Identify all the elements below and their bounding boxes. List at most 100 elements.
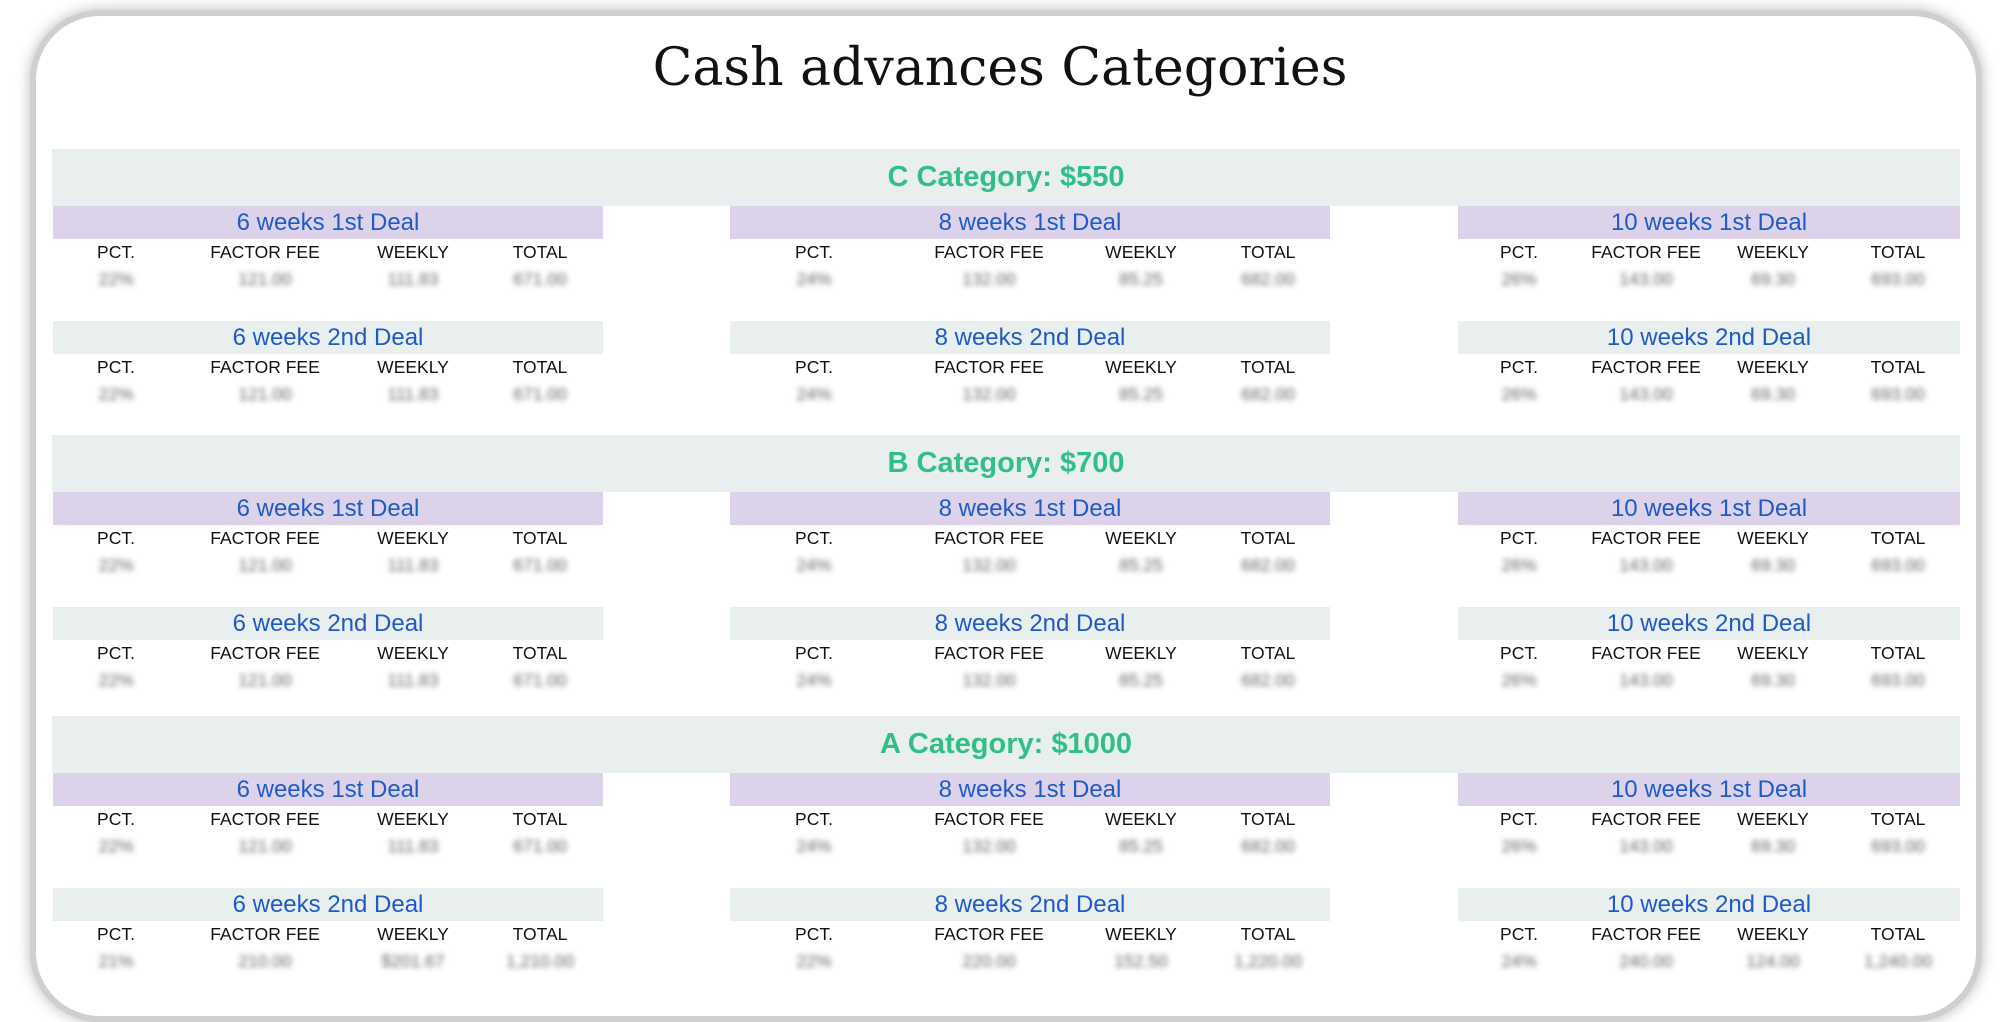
pct-value: 21% bbox=[98, 951, 134, 971]
weekly-label: WEEKLY bbox=[377, 809, 449, 829]
factor-fee-label: FACTOR FEE bbox=[210, 643, 320, 663]
total-label: TOTAL bbox=[1240, 643, 1296, 663]
pct-value: 26% bbox=[1501, 836, 1537, 856]
factor-fee-value: 143.00 bbox=[1619, 269, 1673, 289]
weekly-value: 111.83 bbox=[387, 836, 439, 856]
total-value: 682.00 bbox=[1241, 555, 1295, 575]
factor-fee-label: FACTOR FEE bbox=[210, 357, 320, 377]
weekly-value: 85.25 bbox=[1119, 555, 1163, 575]
total-value: 671.00 bbox=[513, 384, 567, 404]
deal-title: 6 weeks 2nd Deal bbox=[53, 607, 603, 640]
pct-label: PCT. bbox=[97, 357, 135, 377]
pct-label: PCT. bbox=[795, 924, 833, 944]
factor-fee-label: FACTOR FEE bbox=[934, 242, 1044, 262]
factor-fee-value: 121.00 bbox=[238, 269, 292, 289]
weekly-label: WEEKLY bbox=[377, 643, 449, 663]
deal-title: 6 weeks 2nd Deal bbox=[53, 888, 603, 921]
weekly-value: 85.25 bbox=[1119, 269, 1163, 289]
weekly-label: WEEKLY bbox=[377, 924, 449, 944]
total-value: 693.00 bbox=[1871, 555, 1925, 575]
weekly-label: WEEKLY bbox=[1737, 242, 1809, 262]
factor-fee-value: 121.00 bbox=[238, 555, 292, 575]
weekly-value: 111.83 bbox=[387, 269, 439, 289]
total-label: TOTAL bbox=[512, 643, 568, 663]
factor-fee-label: FACTOR FEE bbox=[1591, 357, 1701, 377]
pct-label: PCT. bbox=[1500, 643, 1538, 663]
pct-label: PCT. bbox=[795, 357, 833, 377]
deal-title: 6 weeks 1st Deal bbox=[53, 492, 603, 525]
factor-fee-value: 121.00 bbox=[238, 836, 292, 856]
factor-fee-label: FACTOR FEE bbox=[210, 242, 320, 262]
total-label: TOTAL bbox=[1870, 924, 1926, 944]
total-label: TOTAL bbox=[1870, 528, 1926, 548]
deal-title: 10 weeks 2nd Deal bbox=[1458, 888, 1960, 921]
deal-title: 8 weeks 2nd Deal bbox=[730, 321, 1330, 354]
total-label: TOTAL bbox=[1240, 528, 1296, 548]
pct-label: PCT. bbox=[97, 242, 135, 262]
total-label: TOTAL bbox=[512, 924, 568, 944]
factor-fee-label: FACTOR FEE bbox=[934, 357, 1044, 377]
pct-value: 26% bbox=[1501, 269, 1537, 289]
total-value: 682.00 bbox=[1241, 670, 1295, 690]
total-label: TOTAL bbox=[1870, 357, 1926, 377]
weekly-label: WEEKLY bbox=[1105, 528, 1177, 548]
pct-label: PCT. bbox=[795, 643, 833, 663]
pct-value: 22% bbox=[796, 951, 832, 971]
factor-fee-value: 220.00 bbox=[962, 951, 1016, 971]
deal-title: 8 weeks 1st Deal bbox=[730, 206, 1330, 239]
factor-fee-value: 132.00 bbox=[962, 384, 1016, 404]
factor-fee-value: 132.00 bbox=[962, 269, 1016, 289]
factor-fee-label: FACTOR FEE bbox=[934, 643, 1044, 663]
weekly-label: WEEKLY bbox=[1105, 643, 1177, 663]
pct-label: PCT. bbox=[795, 528, 833, 548]
weekly-label: WEEKLY bbox=[1737, 809, 1809, 829]
weekly-label: WEEKLY bbox=[1105, 924, 1177, 944]
deal-title: 6 weeks 1st Deal bbox=[53, 773, 603, 806]
total-value: 671.00 bbox=[513, 555, 567, 575]
pct-label: PCT. bbox=[1500, 528, 1538, 548]
pct-label: PCT. bbox=[97, 809, 135, 829]
deal-title: 10 weeks 2nd Deal bbox=[1458, 607, 1960, 640]
total-value: 1,210.00 bbox=[505, 951, 575, 971]
deal-title: 10 weeks 2nd Deal bbox=[1458, 321, 1960, 354]
factor-fee-label: FACTOR FEE bbox=[1591, 528, 1701, 548]
pct-label: PCT. bbox=[795, 242, 833, 262]
pct-value: 22% bbox=[98, 555, 134, 575]
factor-fee-label: FACTOR FEE bbox=[1591, 809, 1701, 829]
weekly-value: 69.30 bbox=[1751, 269, 1795, 289]
deal-title: 10 weeks 1st Deal bbox=[1458, 773, 1960, 806]
weekly-value: $201.67 bbox=[381, 951, 445, 971]
factor-fee-label: FACTOR FEE bbox=[934, 528, 1044, 548]
b-category-header: B Category: $700 bbox=[52, 435, 1960, 492]
deal-title: 10 weeks 1st Deal bbox=[1458, 206, 1960, 239]
pct-label: PCT. bbox=[1500, 809, 1538, 829]
pct-value: 26% bbox=[1501, 384, 1537, 404]
pct-value: 24% bbox=[796, 269, 832, 289]
total-value: 671.00 bbox=[513, 836, 567, 856]
total-label: TOTAL bbox=[1240, 809, 1296, 829]
weekly-label: WEEKLY bbox=[1105, 242, 1177, 262]
factor-fee-value: 143.00 bbox=[1619, 836, 1673, 856]
factor-fee-value: 143.00 bbox=[1619, 555, 1673, 575]
factor-fee-label: FACTOR FEE bbox=[210, 809, 320, 829]
pct-label: PCT. bbox=[97, 528, 135, 548]
total-value: 671.00 bbox=[513, 269, 567, 289]
factor-fee-value: 143.00 bbox=[1619, 384, 1673, 404]
total-label: TOTAL bbox=[1240, 242, 1296, 262]
weekly-label: WEEKLY bbox=[377, 242, 449, 262]
pct-value: 24% bbox=[796, 384, 832, 404]
weekly-value: 69.30 bbox=[1751, 384, 1795, 404]
factor-fee-value: 143.00 bbox=[1619, 670, 1673, 690]
pct-value: 26% bbox=[1501, 670, 1537, 690]
weekly-label: WEEKLY bbox=[1737, 528, 1809, 548]
total-value: 693.00 bbox=[1871, 384, 1925, 404]
factor-fee-label: FACTOR FEE bbox=[210, 528, 320, 548]
total-label: TOTAL bbox=[1240, 924, 1296, 944]
weekly-label: WEEKLY bbox=[1105, 809, 1177, 829]
pct-value: 22% bbox=[98, 836, 134, 856]
pct-value: 24% bbox=[796, 670, 832, 690]
weekly-value: 69.30 bbox=[1751, 555, 1795, 575]
factor-fee-value: 210.00 bbox=[238, 951, 292, 971]
weekly-label: WEEKLY bbox=[1737, 924, 1809, 944]
pct-label: PCT. bbox=[1500, 357, 1538, 377]
